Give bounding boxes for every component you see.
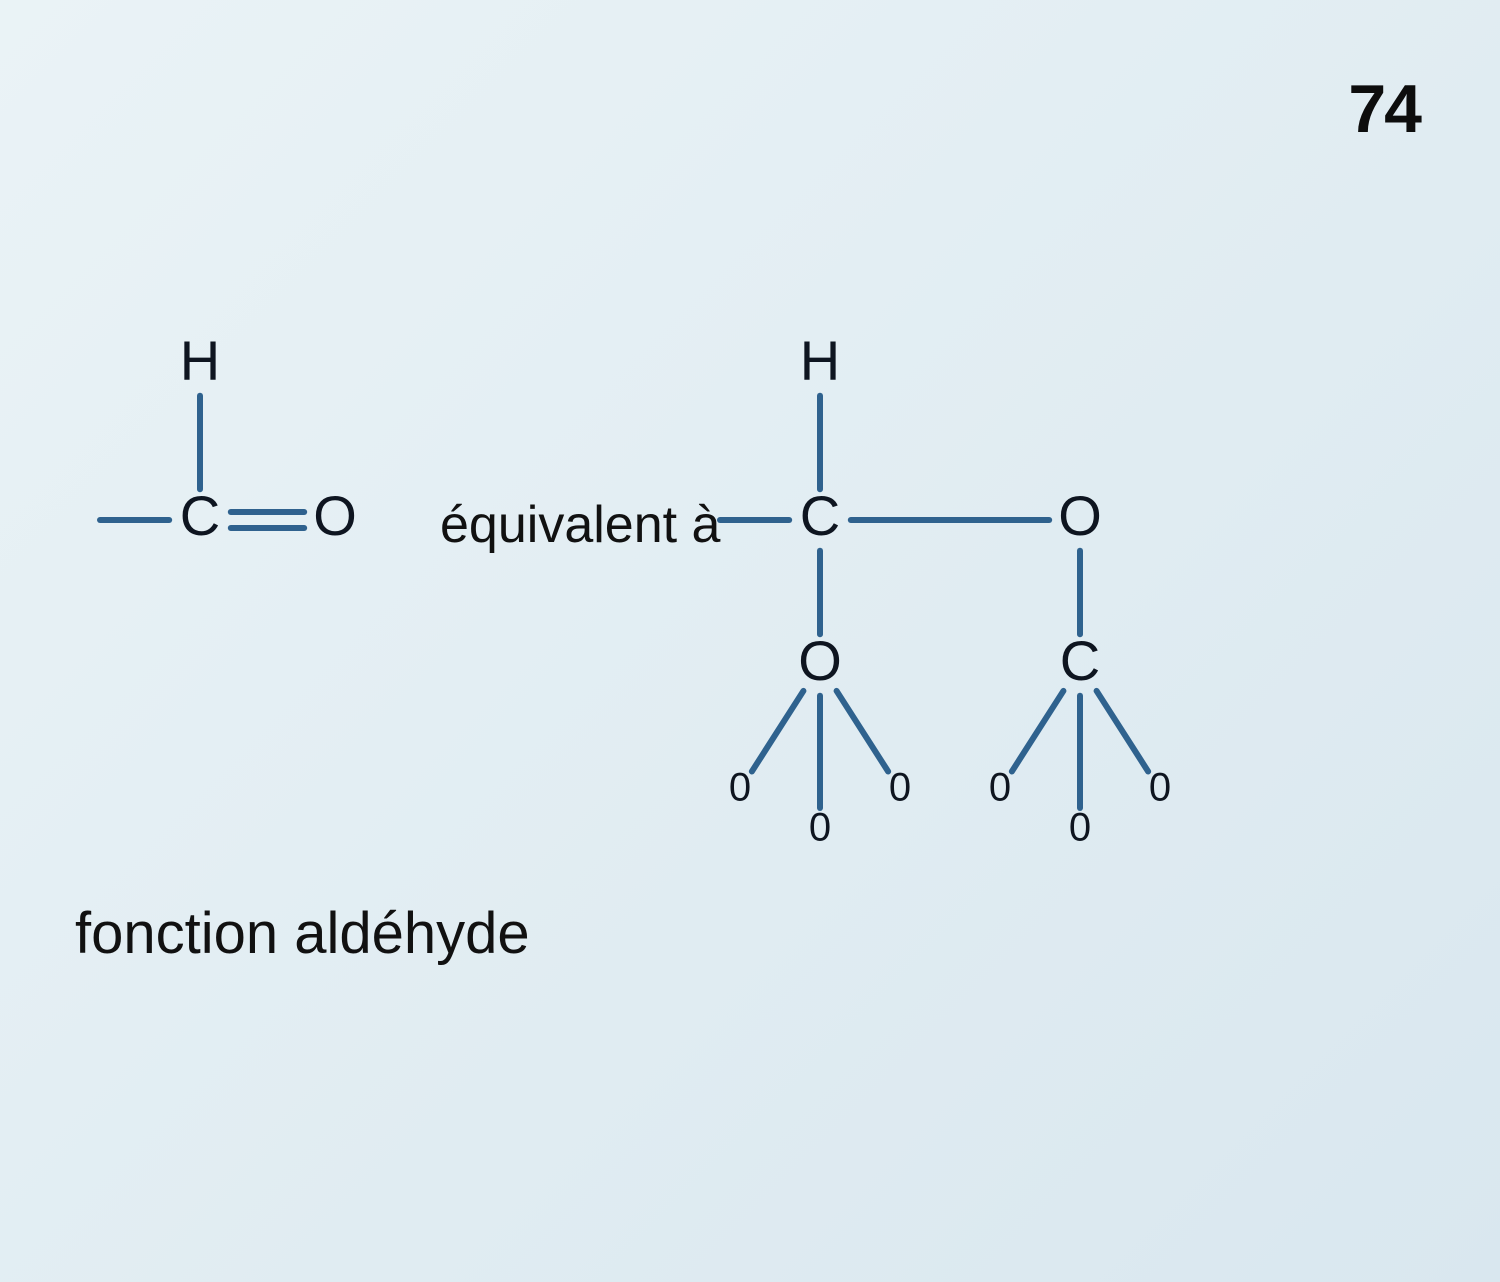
atom-z1: 0 <box>729 766 751 810</box>
equivalent-label: équivalent à <box>440 495 720 555</box>
bond <box>752 691 804 772</box>
atom-z2: 0 <box>809 806 831 850</box>
atom-z6: 0 <box>1149 766 1171 810</box>
atom-z5: 0 <box>1069 806 1091 850</box>
atom-C1: C <box>800 484 840 547</box>
atom-O: O <box>313 484 357 547</box>
bond <box>1012 691 1064 772</box>
atom-z4: 0 <box>989 766 1011 810</box>
left-structure: H C O <box>100 329 357 547</box>
atom-O1: O <box>1058 484 1102 547</box>
atom-H: H <box>180 329 220 392</box>
bond <box>837 691 889 772</box>
diagram-svg: H C O H C O O C 0 0 0 0 0 0 <box>0 0 1500 1282</box>
page: 74 HCO HCOOC000000 équivalent à fonction… <box>0 0 1500 1282</box>
atom-O2: O <box>798 629 842 692</box>
atom-H: H <box>800 329 840 392</box>
bond <box>1097 691 1149 772</box>
caption-label: fonction aldéhyde <box>75 900 530 967</box>
atom-C2: C <box>1060 629 1100 692</box>
atom-z3: 0 <box>889 766 911 810</box>
right-structure: H C O O C 0 0 0 0 0 0 <box>720 329 1171 850</box>
atom-C: C <box>180 484 220 547</box>
